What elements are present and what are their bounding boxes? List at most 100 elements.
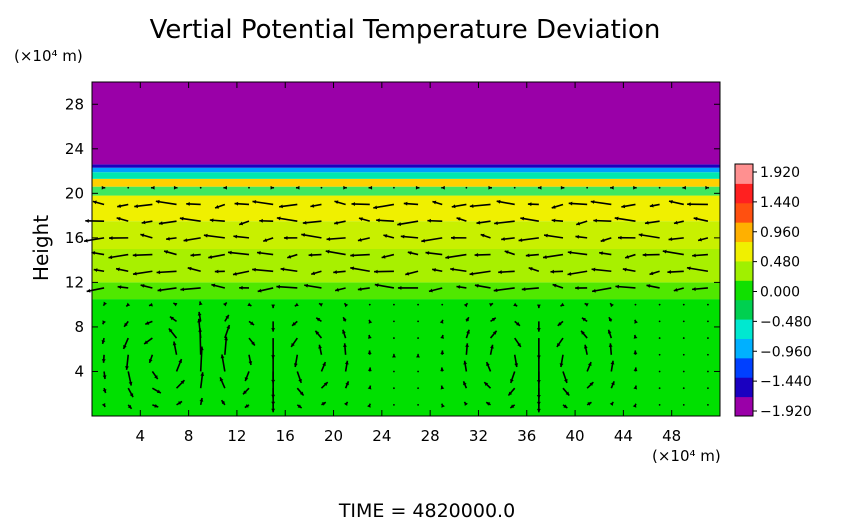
colorbar-label: −1.920: [760, 404, 812, 420]
vector-arrow: [536, 338, 541, 359]
heatmap-band: [92, 282, 720, 300]
vector-arrow: [296, 387, 305, 396]
vector-arrow: [562, 371, 568, 384]
y-tick-label: 24: [65, 140, 84, 158]
vector-arrow: [568, 201, 588, 206]
vector-dot: [417, 303, 419, 306]
vector-arrow: [334, 220, 346, 225]
vector-arrow: [108, 253, 129, 260]
vector-arrow: [488, 185, 492, 190]
vector-arrow: [357, 237, 370, 242]
vector-arrow: [607, 329, 613, 339]
vector-arrow: [649, 270, 660, 276]
y-axis: 4 8 12 16 20 24 28: [65, 95, 720, 380]
vector-arrow: [334, 200, 346, 206]
vector-arrow: [151, 371, 159, 380]
vector-dot: [393, 320, 395, 323]
vector-arrow: [633, 367, 638, 372]
vector-arrow: [232, 270, 250, 276]
vector-arrow: [474, 283, 491, 289]
vector-arrow: [450, 267, 467, 273]
vector-arrow: [148, 354, 154, 364]
vector-arrow: [427, 218, 443, 223]
vector-arrow: [376, 218, 394, 223]
vector-arrow: [450, 235, 467, 240]
colorbar-label: 0.000: [760, 285, 800, 301]
vector-arrow: [374, 269, 394, 274]
vector-arrow: [428, 287, 443, 293]
vector-arrow: [367, 367, 372, 372]
vector-arrow: [175, 379, 185, 389]
vector-arrow: [102, 387, 107, 394]
vector-arrow: [644, 220, 660, 225]
vector-arrow: [485, 361, 492, 372]
vector-arrow: [440, 350, 445, 355]
vector-arrow: [343, 185, 347, 190]
vector-arrow: [220, 399, 226, 406]
vector-arrow: [315, 317, 322, 323]
vector-arrow: [633, 350, 638, 355]
vector-arrow: [132, 253, 153, 258]
vector-arrow: [575, 234, 588, 239]
vector-arrow: [125, 302, 131, 308]
vector-arrow: [270, 185, 275, 190]
vector-arrow: [550, 269, 564, 274]
vector-arrow: [552, 283, 564, 289]
vector-arrow: [117, 285, 129, 290]
vector-arrow: [248, 337, 256, 346]
heatmap-band: [92, 178, 720, 187]
vector-dot: [707, 370, 709, 373]
colorbar-segment: [735, 183, 753, 204]
colorbar-label: 1.440: [760, 195, 800, 211]
vector-arrow: [321, 401, 327, 406]
vector-dot: [248, 186, 250, 189]
vector-dot: [658, 337, 661, 339]
vector-arrow: [642, 252, 660, 257]
vector-arrow: [608, 316, 613, 322]
vector-arrow: [304, 283, 322, 289]
vector-arrow: [116, 216, 129, 222]
vector-dot: [707, 353, 709, 356]
vector-arrow: [463, 401, 468, 406]
vector-arrow: [176, 400, 183, 406]
vector-arrow: [283, 236, 298, 240]
colorbar-label: −0.960: [760, 344, 812, 360]
vector-arrow: [705, 185, 709, 190]
vector-arrow: [127, 371, 133, 386]
vector-arrow: [465, 316, 470, 322]
vector-dot: [465, 186, 468, 189]
vector-arrow: [259, 218, 274, 223]
x-tick-label: 32: [469, 427, 488, 445]
vector-arrow: [296, 371, 303, 384]
vector-arrow: [405, 270, 419, 276]
vector-arrow: [367, 334, 372, 339]
vector-arrow: [326, 237, 346, 241]
vector-arrow: [632, 403, 637, 408]
vector-arrow: [271, 354, 276, 384]
colorbar-label: 0.960: [760, 225, 800, 241]
vector-arrow: [102, 320, 106, 325]
vector-arrow: [140, 284, 153, 289]
vector-arrow: [83, 237, 105, 243]
x-tick-label: 40: [566, 427, 585, 445]
vector-arrow: [344, 360, 349, 372]
vector-arrow: [421, 237, 443, 243]
vector-arrow: [687, 202, 708, 207]
vector-dot: [707, 387, 709, 390]
vector-arrow: [494, 220, 515, 226]
vector-arrow: [581, 317, 588, 323]
vector-arrow: [134, 203, 153, 209]
vector-arrow: [521, 287, 539, 292]
vector-dot: [393, 303, 395, 306]
vector-arrow: [115, 267, 129, 273]
vector-arrow: [287, 253, 298, 259]
vector-arrow: [686, 266, 709, 273]
vector-arrow: [483, 381, 492, 389]
vector-arrow: [493, 287, 515, 293]
vector-arrow: [536, 354, 541, 384]
vector-arrow: [668, 237, 684, 242]
vector-arrow: [155, 199, 177, 206]
vector-arrow: [543, 233, 564, 239]
vector-arrow: [441, 403, 445, 408]
vector-arrow: [156, 270, 177, 275]
